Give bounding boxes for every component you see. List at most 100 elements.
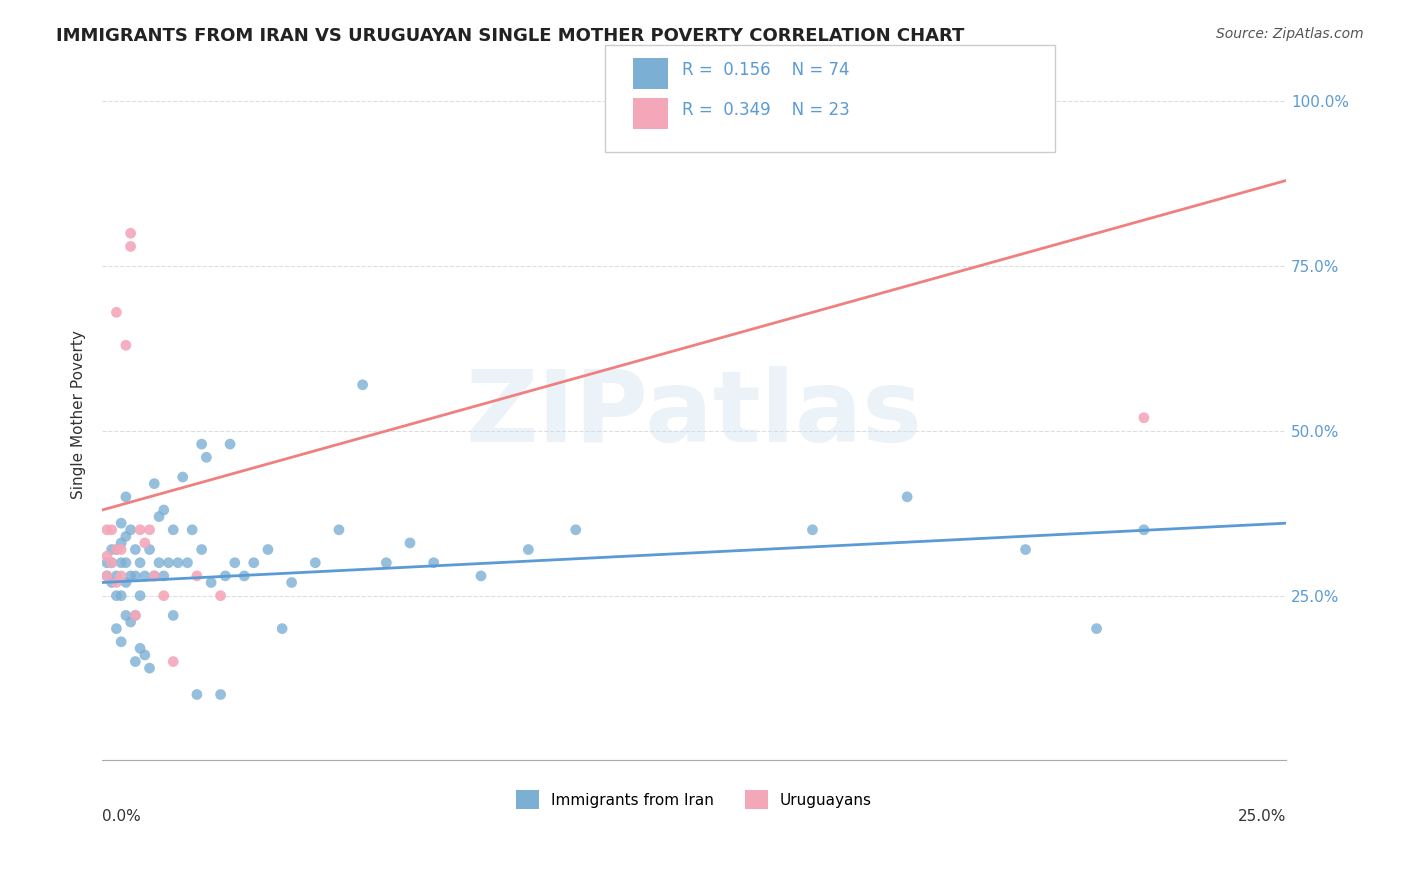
Point	[172, 470, 194, 484]
Point	[152, 503, 174, 517]
Point	[162, 608, 184, 623]
Point	[233, 569, 256, 583]
Point	[801, 523, 824, 537]
Point	[120, 523, 142, 537]
Point	[190, 542, 212, 557]
Point	[1085, 622, 1108, 636]
Point	[105, 575, 128, 590]
Point	[100, 556, 122, 570]
Point	[1133, 523, 1156, 537]
Point	[105, 542, 128, 557]
Point	[564, 523, 586, 537]
Point	[105, 542, 128, 557]
Point	[148, 556, 170, 570]
Point	[304, 556, 326, 570]
Point	[105, 305, 128, 319]
Point	[105, 622, 128, 636]
Point	[115, 556, 138, 570]
Point	[96, 556, 118, 570]
Point	[1014, 542, 1036, 557]
Text: ZIPatlas: ZIPatlas	[465, 366, 922, 463]
Point	[110, 542, 132, 557]
Point	[96, 549, 118, 563]
Point	[162, 523, 184, 537]
Point	[100, 542, 122, 557]
Point	[110, 516, 132, 531]
Point	[152, 589, 174, 603]
Point	[100, 523, 122, 537]
Point	[280, 575, 302, 590]
Point	[157, 556, 180, 570]
Point	[100, 575, 122, 590]
Point	[162, 655, 184, 669]
Point	[124, 608, 146, 623]
Point	[105, 589, 128, 603]
Point	[129, 641, 152, 656]
Point	[120, 569, 142, 583]
Point	[124, 542, 146, 557]
Point	[105, 569, 128, 583]
Point	[242, 556, 264, 570]
Point	[181, 523, 204, 537]
Text: R =  0.156    N = 74: R = 0.156 N = 74	[682, 61, 849, 78]
Point	[120, 239, 142, 253]
Point	[120, 615, 142, 629]
Legend: Immigrants from Iran, Uruguayans: Immigrants from Iran, Uruguayans	[510, 784, 879, 815]
Point	[143, 569, 166, 583]
Point	[399, 536, 422, 550]
Point	[224, 556, 246, 570]
Point	[200, 575, 222, 590]
Point	[148, 509, 170, 524]
Point	[100, 556, 122, 570]
Point	[186, 688, 208, 702]
Point	[134, 569, 156, 583]
Text: R =  0.349    N = 23: R = 0.349 N = 23	[682, 101, 849, 119]
Point	[134, 536, 156, 550]
Text: Source: ZipAtlas.com: Source: ZipAtlas.com	[1216, 27, 1364, 41]
Point	[129, 523, 152, 537]
Point	[134, 648, 156, 662]
Point	[115, 575, 138, 590]
Point	[176, 556, 198, 570]
Y-axis label: Single Mother Poverty: Single Mother Poverty	[72, 330, 86, 499]
Point	[124, 608, 146, 623]
Point	[209, 589, 232, 603]
Point	[110, 569, 132, 583]
Point	[110, 589, 132, 603]
Point	[115, 529, 138, 543]
Point	[96, 569, 118, 583]
Text: IMMIGRANTS FROM IRAN VS URUGUAYAN SINGLE MOTHER POVERTY CORRELATION CHART: IMMIGRANTS FROM IRAN VS URUGUAYAN SINGLE…	[56, 27, 965, 45]
Point	[271, 622, 294, 636]
Point	[96, 569, 118, 583]
Point	[143, 569, 166, 583]
Point	[1133, 410, 1156, 425]
Point	[186, 569, 208, 583]
Point	[143, 476, 166, 491]
Text: 0.0%: 0.0%	[103, 809, 141, 824]
Point	[422, 556, 444, 570]
Point	[120, 226, 142, 240]
Point	[115, 338, 138, 352]
Point	[110, 556, 132, 570]
Point	[328, 523, 350, 537]
Point	[190, 437, 212, 451]
Point	[195, 450, 218, 465]
Point	[124, 569, 146, 583]
Point	[110, 634, 132, 648]
Point	[129, 556, 152, 570]
Point	[138, 661, 160, 675]
Point	[517, 542, 540, 557]
Point	[896, 490, 918, 504]
Point	[214, 569, 236, 583]
Text: 25.0%: 25.0%	[1237, 809, 1286, 824]
Point	[152, 569, 174, 583]
Point	[352, 377, 374, 392]
Point	[209, 688, 232, 702]
Point	[375, 556, 398, 570]
Point	[115, 608, 138, 623]
Point	[115, 490, 138, 504]
Point	[219, 437, 242, 451]
Point	[110, 536, 132, 550]
Point	[138, 523, 160, 537]
Point	[138, 542, 160, 557]
